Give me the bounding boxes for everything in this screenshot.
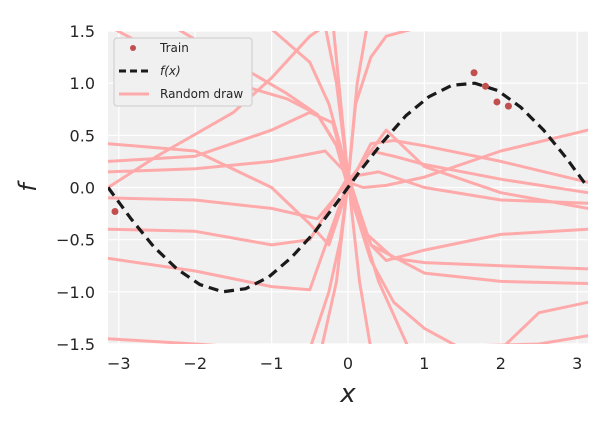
x-tick-label: −3 xyxy=(107,354,131,373)
legend-box xyxy=(113,37,253,107)
y-tick-label: 0.5 xyxy=(70,126,95,145)
random-draw-line-9 xyxy=(178,31,457,344)
train-point xyxy=(493,98,501,106)
x-tick-label: −1 xyxy=(260,354,284,373)
y-axis-label: f xyxy=(14,180,42,192)
random-draw-line-15 xyxy=(504,300,588,344)
legend-train-marker xyxy=(130,45,136,51)
y-tick-label: −1.5 xyxy=(56,335,95,354)
x-tick-label: 3 xyxy=(572,354,582,373)
y-tick-label: −0.5 xyxy=(56,231,95,250)
legend: Train f(x) Random draw xyxy=(113,37,253,107)
y-tick-label: −1.0 xyxy=(56,283,95,302)
true-function-line xyxy=(108,81,588,294)
x-tick-label: 0 xyxy=(343,354,353,373)
series-layer xyxy=(108,31,588,344)
legend-random-draw-label: Random draw xyxy=(160,87,243,101)
random-draw-line-13 xyxy=(320,31,368,344)
train-point xyxy=(111,207,119,215)
x-tick-label: −2 xyxy=(183,354,207,373)
legend-train-label: Train xyxy=(159,41,189,55)
y-tick-label: 1.0 xyxy=(70,74,95,93)
legend-true-function-label: f(x) xyxy=(160,64,181,78)
y-tick-label: 0.0 xyxy=(70,179,95,198)
train-point xyxy=(482,82,490,90)
y-tick-label: 1.5 xyxy=(70,22,95,41)
random-draw-line-11 xyxy=(309,31,412,344)
train-point xyxy=(504,102,512,110)
random-draw-line-4 xyxy=(108,149,588,271)
train-point xyxy=(470,69,478,77)
random-draw-line-16 xyxy=(484,334,588,344)
tick-labels: −3 −2 −1 0 1 2 3 −1.5 −1.0 −0.5 0.0 0.5 1.0 1.5 xyxy=(56,22,582,373)
random-draw-line-1 xyxy=(108,31,588,285)
random-draw-line-10 xyxy=(271,31,409,344)
x-tick-label: 1 xyxy=(419,354,429,373)
x-tick-label: 2 xyxy=(496,354,506,373)
x-axis-label: x xyxy=(339,379,356,409)
